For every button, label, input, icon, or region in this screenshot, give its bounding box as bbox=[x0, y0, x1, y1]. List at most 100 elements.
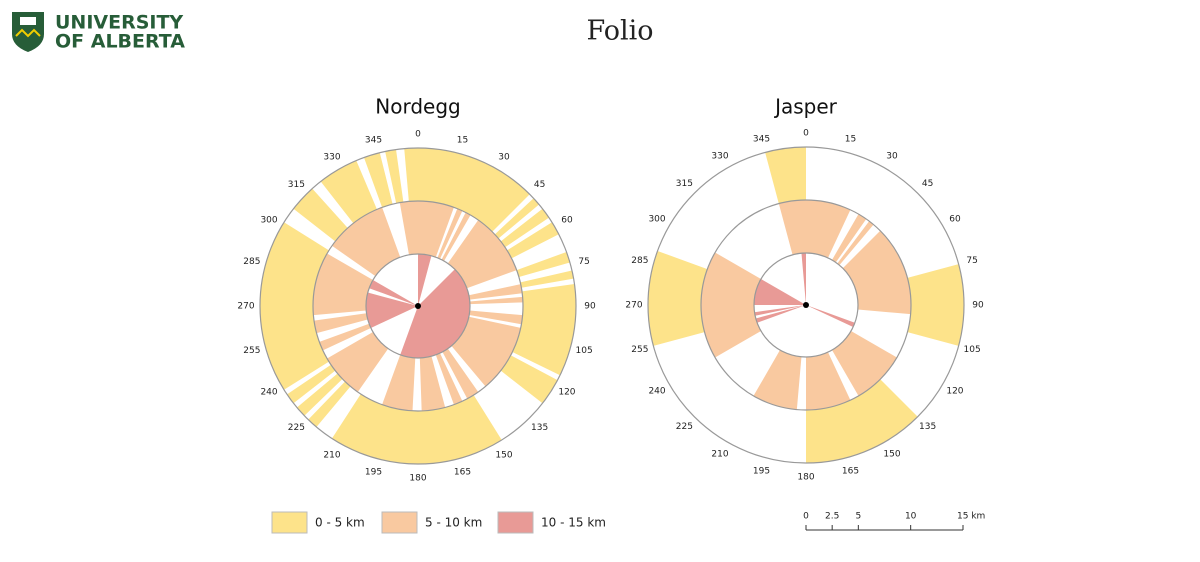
sector bbox=[314, 313, 368, 334]
angle-tick-label: 195 bbox=[365, 468, 382, 478]
angle-tick-label: 30 bbox=[498, 153, 510, 163]
legend-swatch bbox=[381, 511, 418, 534]
sector bbox=[837, 221, 874, 266]
ring-outline bbox=[647, 146, 965, 464]
angle-tick-label: 240 bbox=[260, 388, 277, 398]
angle-tick-label: 30 bbox=[886, 152, 898, 162]
logo-book bbox=[20, 17, 36, 25]
ring-outline bbox=[753, 252, 859, 358]
angle-tick-label: 285 bbox=[243, 257, 260, 267]
angle-tick-label: 150 bbox=[495, 450, 512, 460]
ring-outline bbox=[312, 200, 524, 412]
legend-label: 5 - 10 km bbox=[425, 516, 482, 530]
angle-tick-label: 315 bbox=[288, 180, 305, 190]
sector bbox=[806, 305, 855, 327]
sector bbox=[806, 379, 918, 463]
sector bbox=[331, 207, 401, 277]
sector bbox=[500, 355, 558, 404]
sector bbox=[806, 352, 851, 410]
angle-tick-label: 60 bbox=[949, 215, 961, 225]
chart-title: Nordegg bbox=[375, 95, 460, 119]
angle-tick-label: 105 bbox=[964, 345, 981, 355]
legend-swatch bbox=[497, 511, 534, 534]
angle-tick-label: 210 bbox=[323, 450, 340, 460]
sector bbox=[494, 198, 540, 239]
angle-tick-label: 45 bbox=[534, 180, 545, 190]
angle-tick-label: 270 bbox=[237, 302, 254, 312]
sector bbox=[755, 305, 806, 323]
angle-tick-label: 150 bbox=[883, 449, 900, 459]
angle-tick-label: 330 bbox=[711, 152, 728, 162]
sector bbox=[765, 147, 806, 204]
sector bbox=[366, 292, 418, 328]
angle-tick-label: 90 bbox=[972, 301, 984, 311]
polar-chart: Jasper 0 15 30 45 60 75 90 105 120 135 150 165 180 195… bbox=[625, 95, 984, 483]
sector bbox=[399, 201, 454, 258]
sector bbox=[469, 310, 523, 325]
scale-tick-label: 0 bbox=[803, 512, 809, 522]
angle-tick-label: 120 bbox=[558, 388, 575, 398]
angle-tick-label: 105 bbox=[576, 346, 593, 356]
sector bbox=[754, 305, 806, 316]
angle-tick-label: 195 bbox=[753, 467, 770, 477]
sector bbox=[293, 188, 348, 242]
sector bbox=[451, 316, 521, 387]
sector bbox=[287, 364, 336, 404]
angle-tick-label: 165 bbox=[842, 467, 859, 477]
angle-tick-label: 315 bbox=[676, 179, 693, 189]
sector bbox=[308, 381, 351, 428]
angle-tick-label: 345 bbox=[365, 135, 382, 145]
sector bbox=[832, 214, 867, 263]
legend-label: 10 - 15 km bbox=[541, 516, 606, 530]
scale-tick-label: 10 bbox=[905, 512, 917, 522]
center-dot bbox=[803, 302, 809, 308]
sector bbox=[437, 208, 463, 259]
angle-tick-label: 75 bbox=[578, 257, 589, 267]
sector bbox=[520, 270, 574, 288]
logo-mountains bbox=[15, 28, 41, 38]
sector bbox=[778, 199, 851, 258]
sector bbox=[313, 253, 373, 316]
sector bbox=[512, 284, 576, 376]
ring-outline bbox=[259, 147, 577, 465]
angle-tick-label: 135 bbox=[531, 423, 548, 433]
sector bbox=[363, 152, 393, 208]
angle-tick-label: 330 bbox=[323, 153, 340, 163]
angle-tick-label: 165 bbox=[454, 468, 471, 478]
sector bbox=[418, 254, 432, 306]
angle-tick-label: 90 bbox=[584, 302, 596, 312]
scale-tick-label: 2.5 bbox=[825, 512, 839, 522]
angle-tick-label: 345 bbox=[753, 134, 770, 144]
scale-tick-label: 15 km bbox=[957, 512, 985, 522]
angle-tick-label: 60 bbox=[561, 216, 573, 226]
logo: UNIVERSITY OF ALBERTA bbox=[12, 12, 185, 53]
sector bbox=[382, 354, 416, 411]
angle-tick-label: 300 bbox=[260, 216, 277, 226]
angle-tick-label: 240 bbox=[648, 387, 665, 397]
center-dot bbox=[415, 303, 421, 309]
angle-tick-label: 15 bbox=[457, 135, 468, 145]
chart-title: Jasper bbox=[773, 95, 838, 119]
sector bbox=[442, 348, 479, 399]
angle-tick-label: 255 bbox=[631, 345, 648, 355]
angle-tick-label: 225 bbox=[288, 423, 305, 433]
angle-tick-label: 15 bbox=[845, 134, 856, 144]
angle-tick-label: 225 bbox=[676, 422, 693, 432]
sector bbox=[516, 251, 570, 278]
angle-tick-label: 210 bbox=[711, 449, 728, 459]
ring-outline bbox=[700, 199, 912, 411]
sector bbox=[369, 280, 418, 306]
angle-tick-label: 270 bbox=[625, 301, 642, 311]
angle-tick-label: 0 bbox=[803, 129, 809, 139]
angle-tick-label: 285 bbox=[631, 256, 648, 266]
legend-swatch bbox=[271, 511, 308, 534]
sector bbox=[447, 219, 517, 289]
sector bbox=[435, 353, 463, 405]
angle-tick-label: 120 bbox=[946, 387, 963, 397]
sector bbox=[404, 148, 530, 232]
angle-tick-label: 75 bbox=[966, 256, 977, 266]
sector bbox=[400, 269, 471, 359]
sector bbox=[469, 296, 523, 305]
sector bbox=[753, 350, 802, 410]
